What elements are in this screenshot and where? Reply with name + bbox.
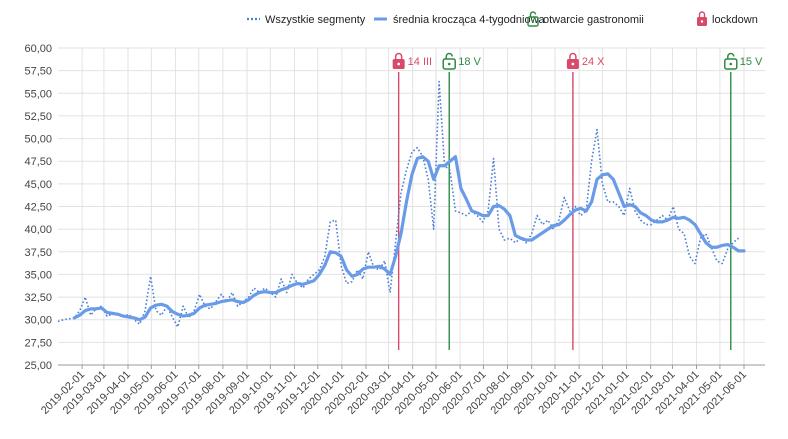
legend-lock-icon bbox=[697, 11, 707, 26]
icon-shackle bbox=[569, 52, 577, 59]
annotation-lockdown: 14 III bbox=[392, 52, 432, 350]
y-tick-label: 57,50 bbox=[24, 66, 52, 78]
y-tick-label: 45,00 bbox=[24, 179, 52, 191]
icon-keyhole bbox=[447, 62, 451, 66]
y-tick-label: 47,50 bbox=[24, 156, 52, 168]
y-tick-label: 27,50 bbox=[24, 337, 52, 349]
icon-keyhole bbox=[729, 62, 733, 66]
y-tick-label: 35,00 bbox=[24, 269, 52, 281]
y-tick-label: 42,50 bbox=[24, 202, 52, 214]
legend-label-all-segments: Wszystkie segmenty bbox=[265, 14, 366, 26]
y-tick-label: 50,00 bbox=[24, 134, 52, 146]
unlock-icon bbox=[724, 52, 738, 70]
icon-shackle bbox=[394, 52, 403, 59]
icon-shackle bbox=[445, 52, 453, 59]
annotation-label: 15 V bbox=[740, 56, 763, 68]
x-axis: 2019-02-012019-03-012019-04-012019-05-01… bbox=[39, 364, 765, 417]
legend-label-lockdown: lockdown bbox=[712, 14, 758, 26]
y-tick-label: 32,50 bbox=[24, 292, 52, 304]
icon-body bbox=[724, 58, 738, 70]
annotation-open: 18 V bbox=[442, 52, 482, 350]
y-tick-label: 60,00 bbox=[24, 43, 52, 55]
annotation-open: 15 V bbox=[724, 52, 763, 350]
series-layer bbox=[57, 80, 746, 328]
annotation-label: 18 V bbox=[458, 56, 481, 68]
y-tick-label: 30,00 bbox=[24, 315, 52, 327]
y-tick-label: 37,50 bbox=[24, 247, 52, 259]
annotation-label: 24 X bbox=[582, 56, 605, 68]
annotation-label: 14 III bbox=[408, 56, 432, 68]
series-line-moving-average bbox=[72, 155, 746, 322]
legend-unlock-icon bbox=[527, 11, 539, 27]
legend-label-moving-average: średnia krocząca 4-tygodniowa bbox=[393, 14, 546, 26]
annotation-lockdown: 24 X bbox=[566, 52, 605, 350]
icon-keyhole bbox=[571, 62, 575, 66]
annotations: 14 III 18 V 24 X 15 V bbox=[392, 52, 763, 350]
icon-keyhole bbox=[397, 62, 401, 66]
legend-label-restaurant-opening: otwarcie gastronomii bbox=[543, 14, 644, 26]
lock-icon bbox=[392, 52, 405, 69]
y-axis: 25,00 27,50 30,00 32,50 35,00 37,50 40,00 42,50… bbox=[24, 43, 52, 372]
legend: Wszystkie segmenty średnia krocząca 4-ty… bbox=[247, 11, 758, 27]
icon-body bbox=[442, 58, 456, 70]
y-tick-label: 40,00 bbox=[24, 224, 52, 236]
unlock-icon bbox=[442, 52, 456, 70]
series-line-all-segments bbox=[57, 80, 740, 328]
y-tick-label: 25,00 bbox=[24, 360, 52, 372]
y-tick-label: 55,00 bbox=[24, 88, 52, 100]
lock-icon bbox=[566, 52, 579, 69]
y-tick-label: 52,50 bbox=[24, 111, 52, 123]
chart-grid bbox=[58, 47, 765, 366]
icon-shackle bbox=[727, 52, 735, 59]
